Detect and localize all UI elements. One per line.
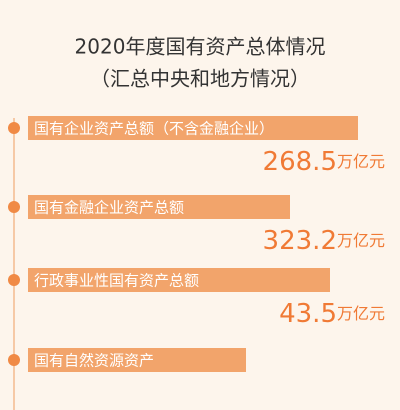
value-number: 268.5	[263, 147, 337, 177]
label-bar	[28, 348, 246, 372]
item-label: 国有企业资产总额（不含金融企业）	[34, 120, 274, 138]
value-unit: 万亿元	[337, 152, 385, 171]
timeline-dot	[8, 354, 20, 366]
title: 2020年度国有资产总体情况	[75, 35, 326, 59]
subtitle: （汇总中央和地方情况）	[90, 67, 310, 91]
item-label: 行政事业性国有资产总额	[34, 272, 199, 290]
label-bar	[28, 268, 330, 292]
label-bar	[28, 116, 358, 140]
item-label: 国有自然资源资产	[34, 352, 154, 370]
item-value: 43.5万亿元	[279, 299, 385, 329]
timeline-dot	[8, 201, 20, 213]
value-unit: 万亿元	[337, 231, 385, 250]
value-unit: 万亿元	[337, 304, 385, 323]
item-value: 268.5万亿元	[263, 147, 385, 177]
value-number: 323.2	[263, 226, 337, 256]
label-bar	[28, 195, 290, 219]
timeline-dot	[8, 274, 20, 286]
timeline-dot	[8, 122, 20, 134]
value-number: 43.5	[279, 299, 337, 329]
item-label: 国有金融企业资产总额	[34, 199, 184, 217]
item-value: 323.2万亿元	[263, 226, 385, 256]
